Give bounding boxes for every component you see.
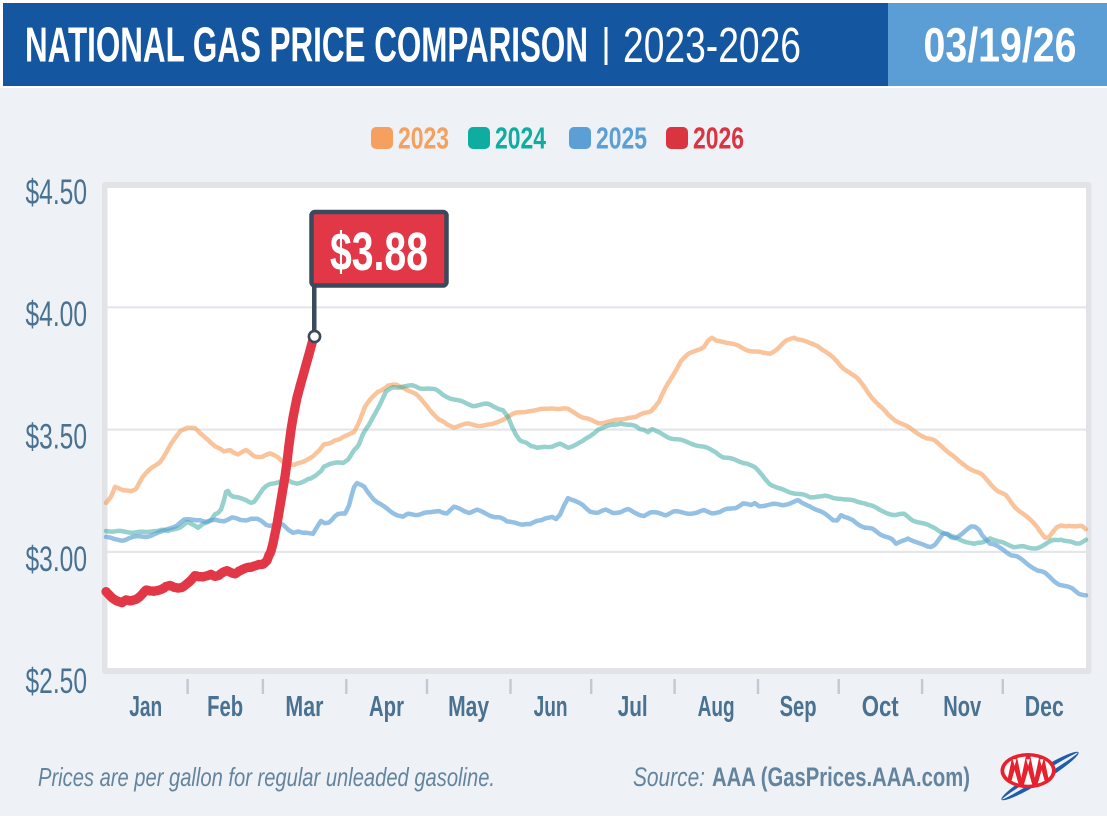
svg-text:$4.50: $4.50	[26, 173, 88, 212]
svg-text:$2.50: $2.50	[26, 662, 88, 701]
svg-text:Mar: Mar	[285, 691, 323, 723]
svg-text:Jun: Jun	[534, 691, 568, 723]
svg-text:AAA (GasPrices.AAA.com): AAA (GasPrices.AAA.com)	[712, 762, 970, 792]
svg-text:2025: 2025	[596, 121, 647, 156]
svg-text:Sep: Sep	[780, 691, 817, 723]
svg-text:May: May	[448, 691, 489, 723]
svg-text:$3.00: $3.00	[26, 540, 88, 579]
svg-text:03/19/26: 03/19/26	[924, 20, 1077, 73]
svg-text:NATIONAL GAS PRICE COMPARISON: NATIONAL GAS PRICE COMPARISON	[25, 19, 588, 73]
svg-text:$4.00: $4.00	[26, 295, 88, 334]
svg-text:Oct: Oct	[862, 691, 899, 723]
svg-text:Jul: Jul	[618, 691, 648, 723]
svg-text:Prices are per gallon for regu: Prices are per gallon for regular unlead…	[38, 762, 495, 792]
svg-text:Dec: Dec	[1025, 691, 1064, 723]
svg-text:Jan: Jan	[129, 691, 162, 723]
svg-text:2023: 2023	[398, 121, 449, 156]
svg-text:2024: 2024	[495, 121, 547, 156]
svg-text:Source:: Source:	[633, 762, 705, 792]
svg-text:Aug: Aug	[698, 691, 735, 723]
svg-text:Feb: Feb	[207, 691, 243, 723]
svg-text:$3.88: $3.88	[330, 222, 428, 282]
svg-text:2023-2026: 2023-2026	[623, 19, 801, 73]
svg-text:2026: 2026	[693, 121, 744, 156]
svg-text:Nov: Nov	[943, 691, 981, 723]
svg-text:$3.50: $3.50	[26, 418, 88, 457]
svg-text:Apr: Apr	[369, 691, 404, 723]
